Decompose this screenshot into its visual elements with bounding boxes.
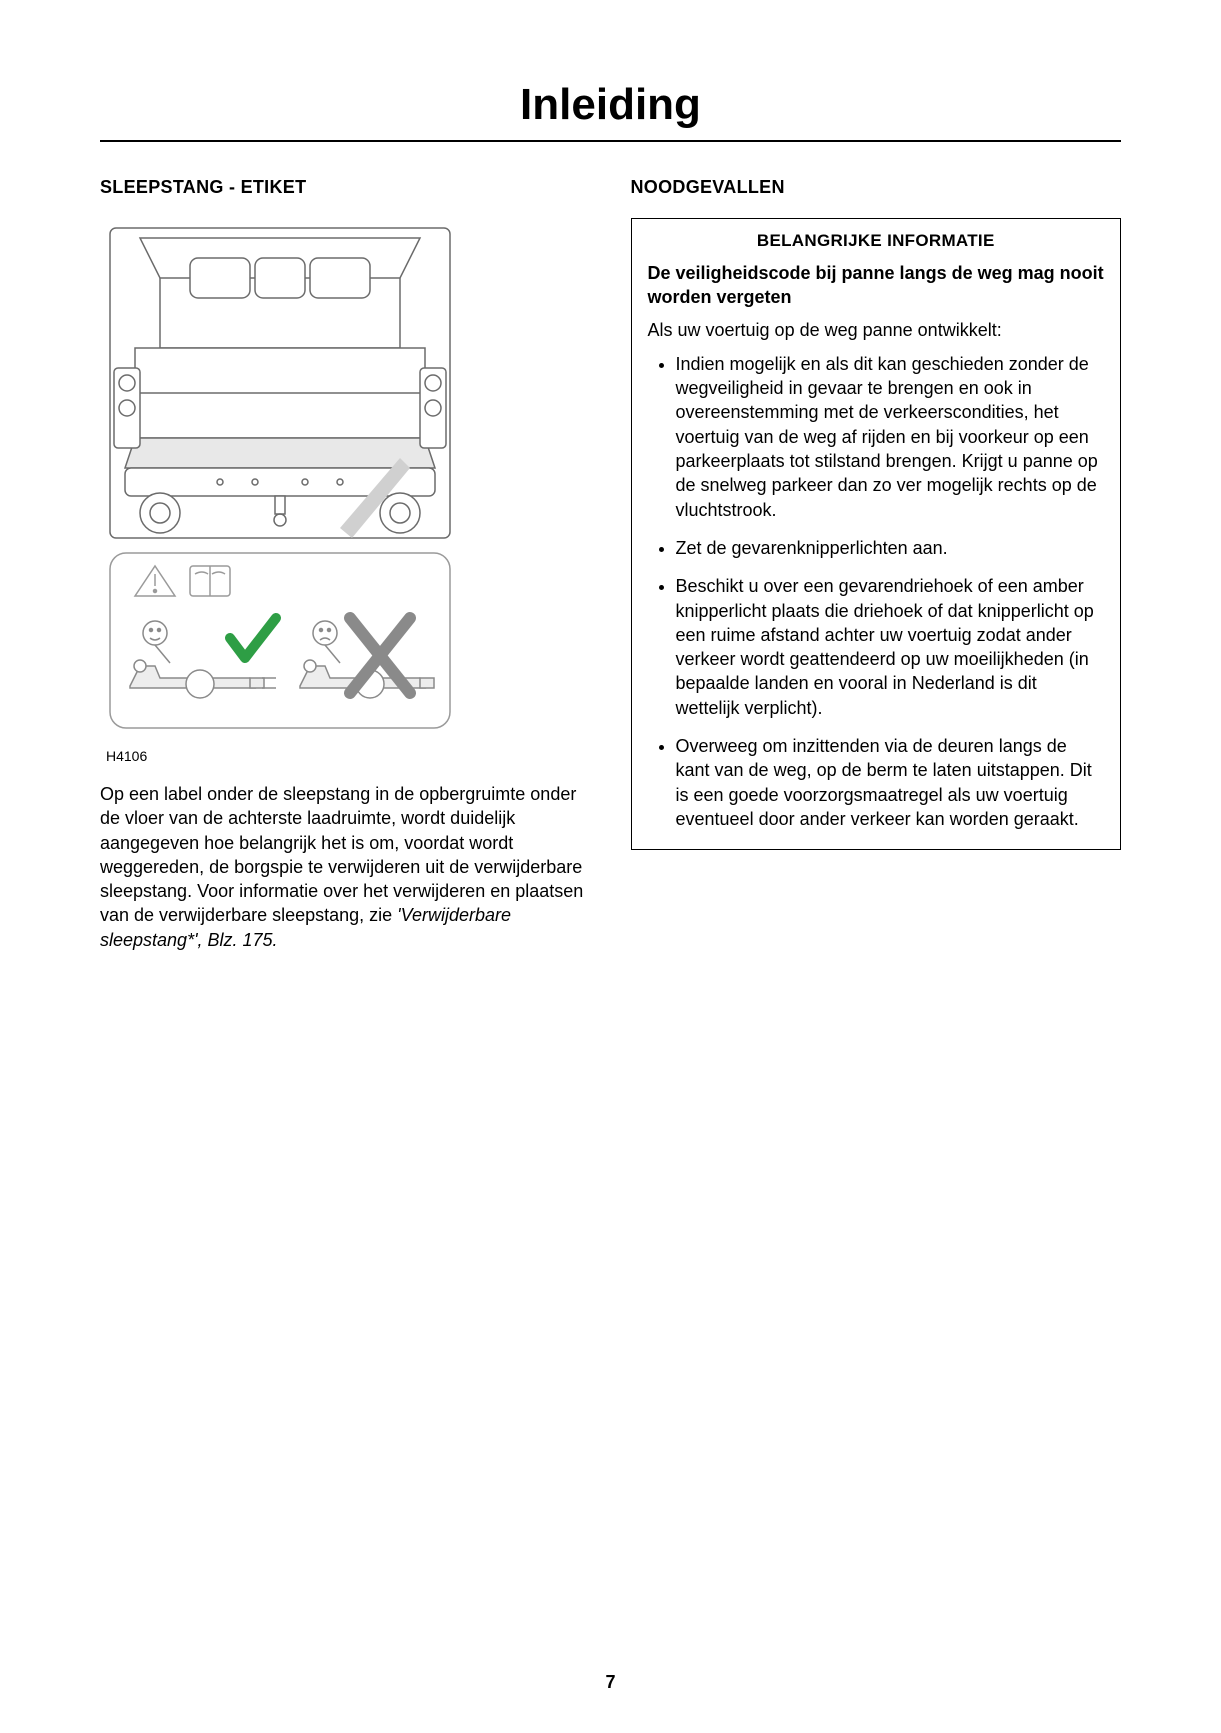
figure-vehicle — [100, 218, 591, 738]
page-number: 7 — [0, 1672, 1221, 1693]
content-columns: SLEEPSTANG - ETIKET — [100, 177, 1121, 952]
info-box-title: BELANGRIJKE INFORMATIE — [648, 231, 1105, 251]
info-box-intro: Als uw voertuig op de weg panne ontwikke… — [648, 318, 1105, 342]
info-bullet: Indien mogelijk en als dit kan geschiede… — [676, 352, 1105, 522]
right-heading: NOODGEVALLEN — [631, 177, 1122, 198]
info-box: BELANGRIJKE INFORMATIE De veiligheidscod… — [631, 218, 1122, 850]
figure-caption: H4106 — [106, 748, 591, 764]
right-column: NOODGEVALLEN BELANGRIJKE INFORMATIE De v… — [631, 177, 1122, 952]
info-bullets: Indien mogelijk en als dit kan geschiede… — [648, 352, 1105, 831]
info-box-subtitle: De veiligheidscode bij panne langs de we… — [648, 261, 1105, 310]
figure-svg — [100, 218, 460, 738]
info-bullet: Beschikt u over een gevarendriehoek of e… — [676, 574, 1105, 720]
info-bullet: Overweeg om inzittenden via de deuren la… — [676, 734, 1105, 831]
page-title: Inleiding — [100, 80, 1121, 142]
left-body: Op een label onder de sleepstang in de o… — [100, 782, 591, 952]
left-column: SLEEPSTANG - ETIKET — [100, 177, 591, 952]
info-bullet: Zet de gevarenknipperlichten aan. — [676, 536, 1105, 560]
left-heading: SLEEPSTANG - ETIKET — [100, 177, 591, 198]
